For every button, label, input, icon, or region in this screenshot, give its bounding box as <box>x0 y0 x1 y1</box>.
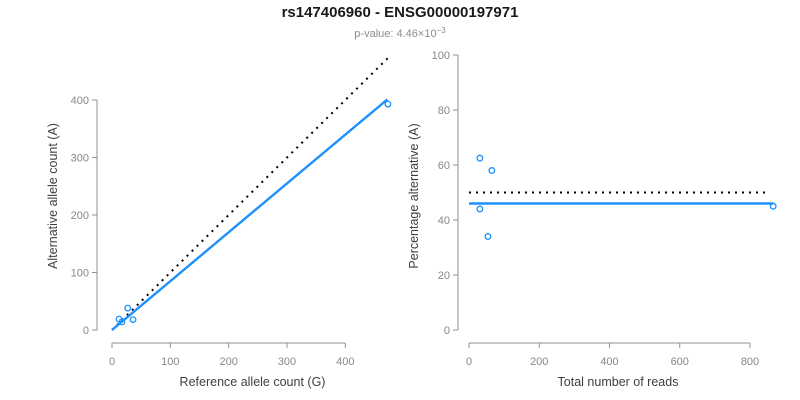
x-tick-label: 600 <box>671 356 689 368</box>
x-tick-label: 0 <box>466 356 472 368</box>
x-tick-label: 300 <box>278 356 296 368</box>
y-tick-label: 400 <box>71 95 89 107</box>
data-point <box>384 100 392 108</box>
data-point <box>484 233 492 240</box>
data-point <box>118 318 126 326</box>
y-tick-label: 300 <box>71 153 89 165</box>
y-tick-label: 200 <box>71 210 89 222</box>
x-tick-label: 400 <box>600 356 618 368</box>
data-point <box>476 154 484 162</box>
y-tick-label: 80 <box>438 105 450 117</box>
y-tick-label: 20 <box>438 270 450 282</box>
data-point <box>129 316 137 324</box>
percentage-alternative-plot: 0 20 40 60 80 100 0 200 400 600 800 Total number of… <box>407 50 777 389</box>
x-tick-label: 400 <box>336 356 354 368</box>
x-axis-title: Total number of reads <box>558 375 679 389</box>
data-point <box>124 304 132 312</box>
page-title: rs147406960 - ENSG00000197971 <box>281 4 519 21</box>
y-tick-label: 100 <box>432 50 450 62</box>
pvalue-exponent: −3 <box>436 26 446 35</box>
y-tick-label: 0 <box>83 325 89 337</box>
x-tick-label: 0 <box>109 356 115 368</box>
data-point <box>488 167 496 174</box>
y-tick-label: 0 <box>444 325 450 337</box>
y-tick-label: 100 <box>71 268 89 280</box>
x-tick-label: 100 <box>161 356 179 368</box>
data-point <box>769 202 777 210</box>
identity-line <box>111 56 390 331</box>
y-axis-title: Percentage alternative (A) <box>407 123 421 268</box>
y-axis-title: Alternative allele count (A) <box>46 123 60 269</box>
x-tick-label: 200 <box>530 356 548 368</box>
pvalue-text: p-value: 4.46×10 <box>354 28 437 40</box>
x-tick-label: 200 <box>219 356 237 368</box>
fit-line <box>111 98 389 331</box>
x-tick-label: 800 <box>741 356 759 368</box>
data-point <box>476 205 484 213</box>
x-axis-title: Reference allele count (G) <box>180 375 326 389</box>
y-tick-label: 60 <box>438 160 450 172</box>
allele-counts-plot: 0 100 200 300 400 0 100 200 300 400 Reference alle… <box>46 56 392 389</box>
pvalue-subtitle: p-value: 4.46×10−3 <box>0 24 800 41</box>
y-tick-label: 40 <box>438 215 450 227</box>
